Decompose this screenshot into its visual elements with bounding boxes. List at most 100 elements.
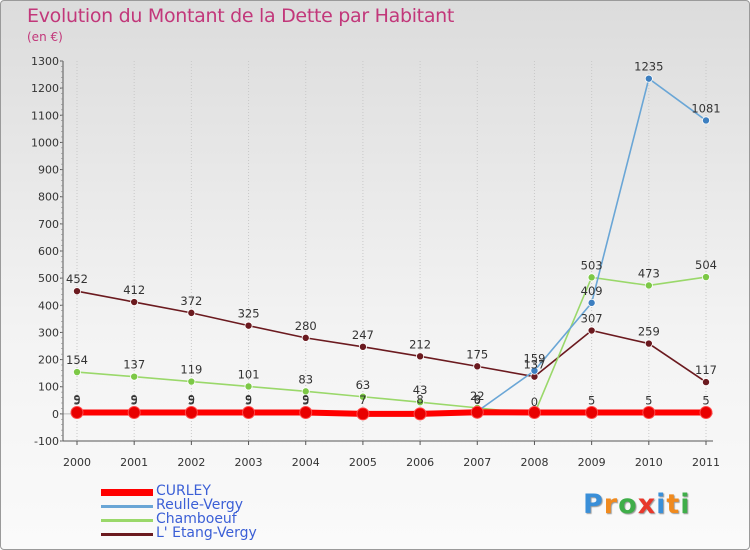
y-tick-label: -100 [34,435,59,448]
y-tick-label: 700 [38,218,59,231]
data-label-chamboeuf: 83 [298,372,313,386]
data-label-l-etang-vergy: 175 [466,347,488,361]
data-point-curley [242,406,256,419]
y-tick-label: 100 [38,381,59,394]
data-point-curley [127,406,141,419]
data-label-curley: 5 [645,394,652,408]
data-point-l-etang-vergy [473,362,482,371]
legend-label: L' Etang-Vergy [156,525,257,541]
data-label-chamboeuf: 504 [695,258,717,272]
data-label-chamboeuf: 154 [66,353,88,367]
data-point-l-etang-vergy [702,378,711,387]
y-tick-label: 500 [38,272,59,285]
x-tick-label: 2005 [349,456,377,469]
data-label-reulle-vergy: 9 [73,392,80,406]
data-point-l-etang-vergy [358,342,367,351]
data-label-chamboeuf: 473 [638,266,660,280]
data-point-reulle-vergy [702,116,711,125]
data-label-reulle-vergy: 9 [302,392,309,406]
data-label-curley: 6 [474,393,481,407]
logo-letter: P [583,489,604,520]
legend-swatch [101,519,153,522]
y-tick-label: 300 [38,326,59,339]
chart-title: Evolution du Montant de la Dette par Hab… [27,5,455,27]
x-tick-label: 2009 [578,456,606,469]
data-point-curley [527,406,541,419]
data-label-curley: 5 [131,394,138,408]
data-label-l-etang-vergy: 212 [409,337,431,351]
data-point-reulle-vergy [530,366,539,375]
legend-swatch [101,505,153,508]
data-label-reulle-vergy: 409 [581,284,603,298]
logo-letter: t [666,489,681,520]
data-point-curley [585,406,599,419]
chart-subtitle: (en €) [27,30,63,44]
data-point-chamboeuf [301,387,310,396]
data-point-curley [70,406,84,419]
data-label-l-etang-vergy: 247 [352,328,374,342]
data-label-curley: 5 [302,394,309,408]
y-tick-label: 900 [38,164,59,177]
y-tick-label: 1000 [31,136,59,149]
data-point-curley [642,406,656,419]
y-tick-label: 1200 [31,82,59,95]
logo-letter: r [603,489,619,520]
x-tick-label: 2001 [120,456,148,469]
data-point-l-etang-vergy [587,326,596,335]
data-label-chamboeuf: 137 [123,358,145,372]
proxiti-logo: Proxiti [583,489,691,520]
data-point-curley [470,405,484,419]
data-point-l-etang-vergy [130,298,139,307]
data-label-l-etang-vergy: 117 [695,363,717,377]
logo-letter: i [680,489,691,520]
data-point-chamboeuf [187,377,196,386]
data-label-reulle-vergy: 9 [474,392,481,406]
x-tick-label: 2008 [520,456,548,469]
data-label-curley: 5 [702,394,709,408]
y-tick-label: 200 [38,354,59,367]
data-label-chamboeuf: 503 [581,258,603,272]
data-label-chamboeuf: 63 [356,378,371,392]
data-point-chamboeuf [416,398,425,407]
x-tick-label: 2000 [63,456,91,469]
data-point-chamboeuf [358,392,367,401]
data-point-l-etang-vergy [416,352,425,361]
series-line-reulle-vergy [77,77,707,413]
data-point-chamboeuf [244,382,253,391]
data-label-chamboeuf: 43 [413,383,428,397]
data-label-l-etang-vergy: 412 [123,283,145,297]
data-label-reulle-vergy: 9 [131,392,138,406]
series-line-chamboeuf [76,276,707,415]
x-tick-label: 2002 [177,456,205,469]
data-point-curley [299,406,313,419]
data-label-curley: 5 [73,394,80,408]
data-point-chamboeuf [702,273,711,282]
data-point-curley [413,407,427,421]
data-label-l-etang-vergy: 307 [581,312,603,326]
legend-label: Reulle-Vergy [156,497,243,513]
data-point-chamboeuf [130,372,139,381]
y-tick-label: 400 [38,299,59,312]
x-tick-label: 2011 [692,456,720,469]
data-point-chamboeuf [587,273,596,282]
series-line-l-etang-vergy [76,290,707,383]
y-tick-label: 0 [52,408,59,421]
data-label-chamboeuf: 101 [238,367,260,381]
data-label-reulle-vergy: 1081 [691,101,720,115]
logo-letter: i [656,489,667,520]
data-point-curley [356,407,370,421]
legend-swatch [101,533,153,536]
data-label-reulle-vergy: 7 [359,393,366,407]
y-tick-label: 1300 [31,55,59,68]
data-point-l-etang-vergy [644,339,653,348]
data-label-reulle-vergy: 9 [245,392,252,406]
x-tick-label: 2004 [292,456,320,469]
data-point-curley [699,406,713,419]
data-label-reulle-vergy: 159 [523,352,545,366]
data-label-chamboeuf: 119 [180,363,202,377]
data-label-reulle-vergy: 1235 [634,60,663,74]
y-tick-label: 1100 [31,109,59,122]
logo-letter: x [637,489,657,520]
